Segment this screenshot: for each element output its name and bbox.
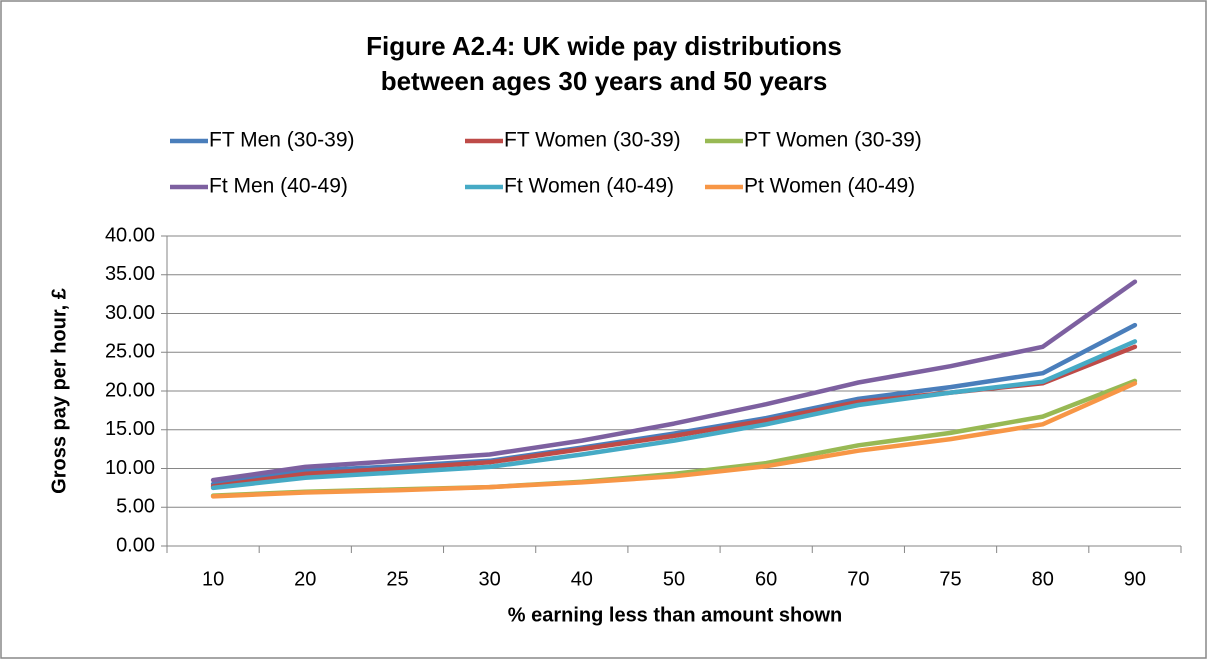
y-tick-label: 35.00 bbox=[105, 263, 155, 285]
legend-label: Ft Women (40-49) bbox=[504, 175, 674, 198]
y-tick-label: 40.00 bbox=[105, 224, 155, 246]
y-tick-label: 0.00 bbox=[116, 534, 155, 556]
legend-label: Pt Women (40-49) bbox=[744, 175, 915, 198]
legend-label: PT Women (30-39) bbox=[744, 129, 922, 152]
series-line bbox=[210, 322, 1138, 487]
y-axis-title: Gross pay per hour, £ bbox=[48, 288, 70, 494]
x-tick-label: 75 bbox=[939, 568, 961, 590]
x-tick-label: 70 bbox=[847, 568, 869, 590]
y-tick-label: 10.00 bbox=[105, 457, 155, 479]
y-tick-label: 20.00 bbox=[105, 379, 155, 401]
legend-label: FT Women (30-39) bbox=[504, 129, 681, 152]
legend-label: Ft Men (40-49) bbox=[209, 175, 348, 198]
legend-label: FT Men (30-39) bbox=[209, 129, 355, 152]
x-tick-label: 60 bbox=[755, 568, 777, 590]
x-tick-label: 50 bbox=[663, 568, 685, 590]
x-tick-label: 40 bbox=[571, 568, 593, 590]
series-line bbox=[210, 279, 1138, 483]
y-tick-label: 15.00 bbox=[105, 418, 155, 440]
y-tick-label: 5.00 bbox=[116, 496, 155, 518]
y-tick-label: 25.00 bbox=[105, 341, 155, 363]
x-tick-label: 30 bbox=[479, 568, 501, 590]
x-tick-label: 20 bbox=[294, 568, 316, 590]
chart-title: Figure A2.4: UK wide pay distributions bbox=[366, 31, 842, 61]
series-line bbox=[210, 381, 1138, 499]
x-tick-label: 10 bbox=[202, 568, 224, 590]
chart-title: between ages 30 years and 50 years bbox=[381, 66, 828, 96]
x-tick-label: 25 bbox=[386, 568, 408, 590]
x-axis-title: % earning less than amount shown bbox=[508, 604, 843, 626]
series-line bbox=[210, 339, 1138, 491]
y-tick-label: 30.00 bbox=[105, 302, 155, 324]
x-tick-label: 80 bbox=[1032, 568, 1054, 590]
x-tick-label: 90 bbox=[1124, 568, 1146, 590]
